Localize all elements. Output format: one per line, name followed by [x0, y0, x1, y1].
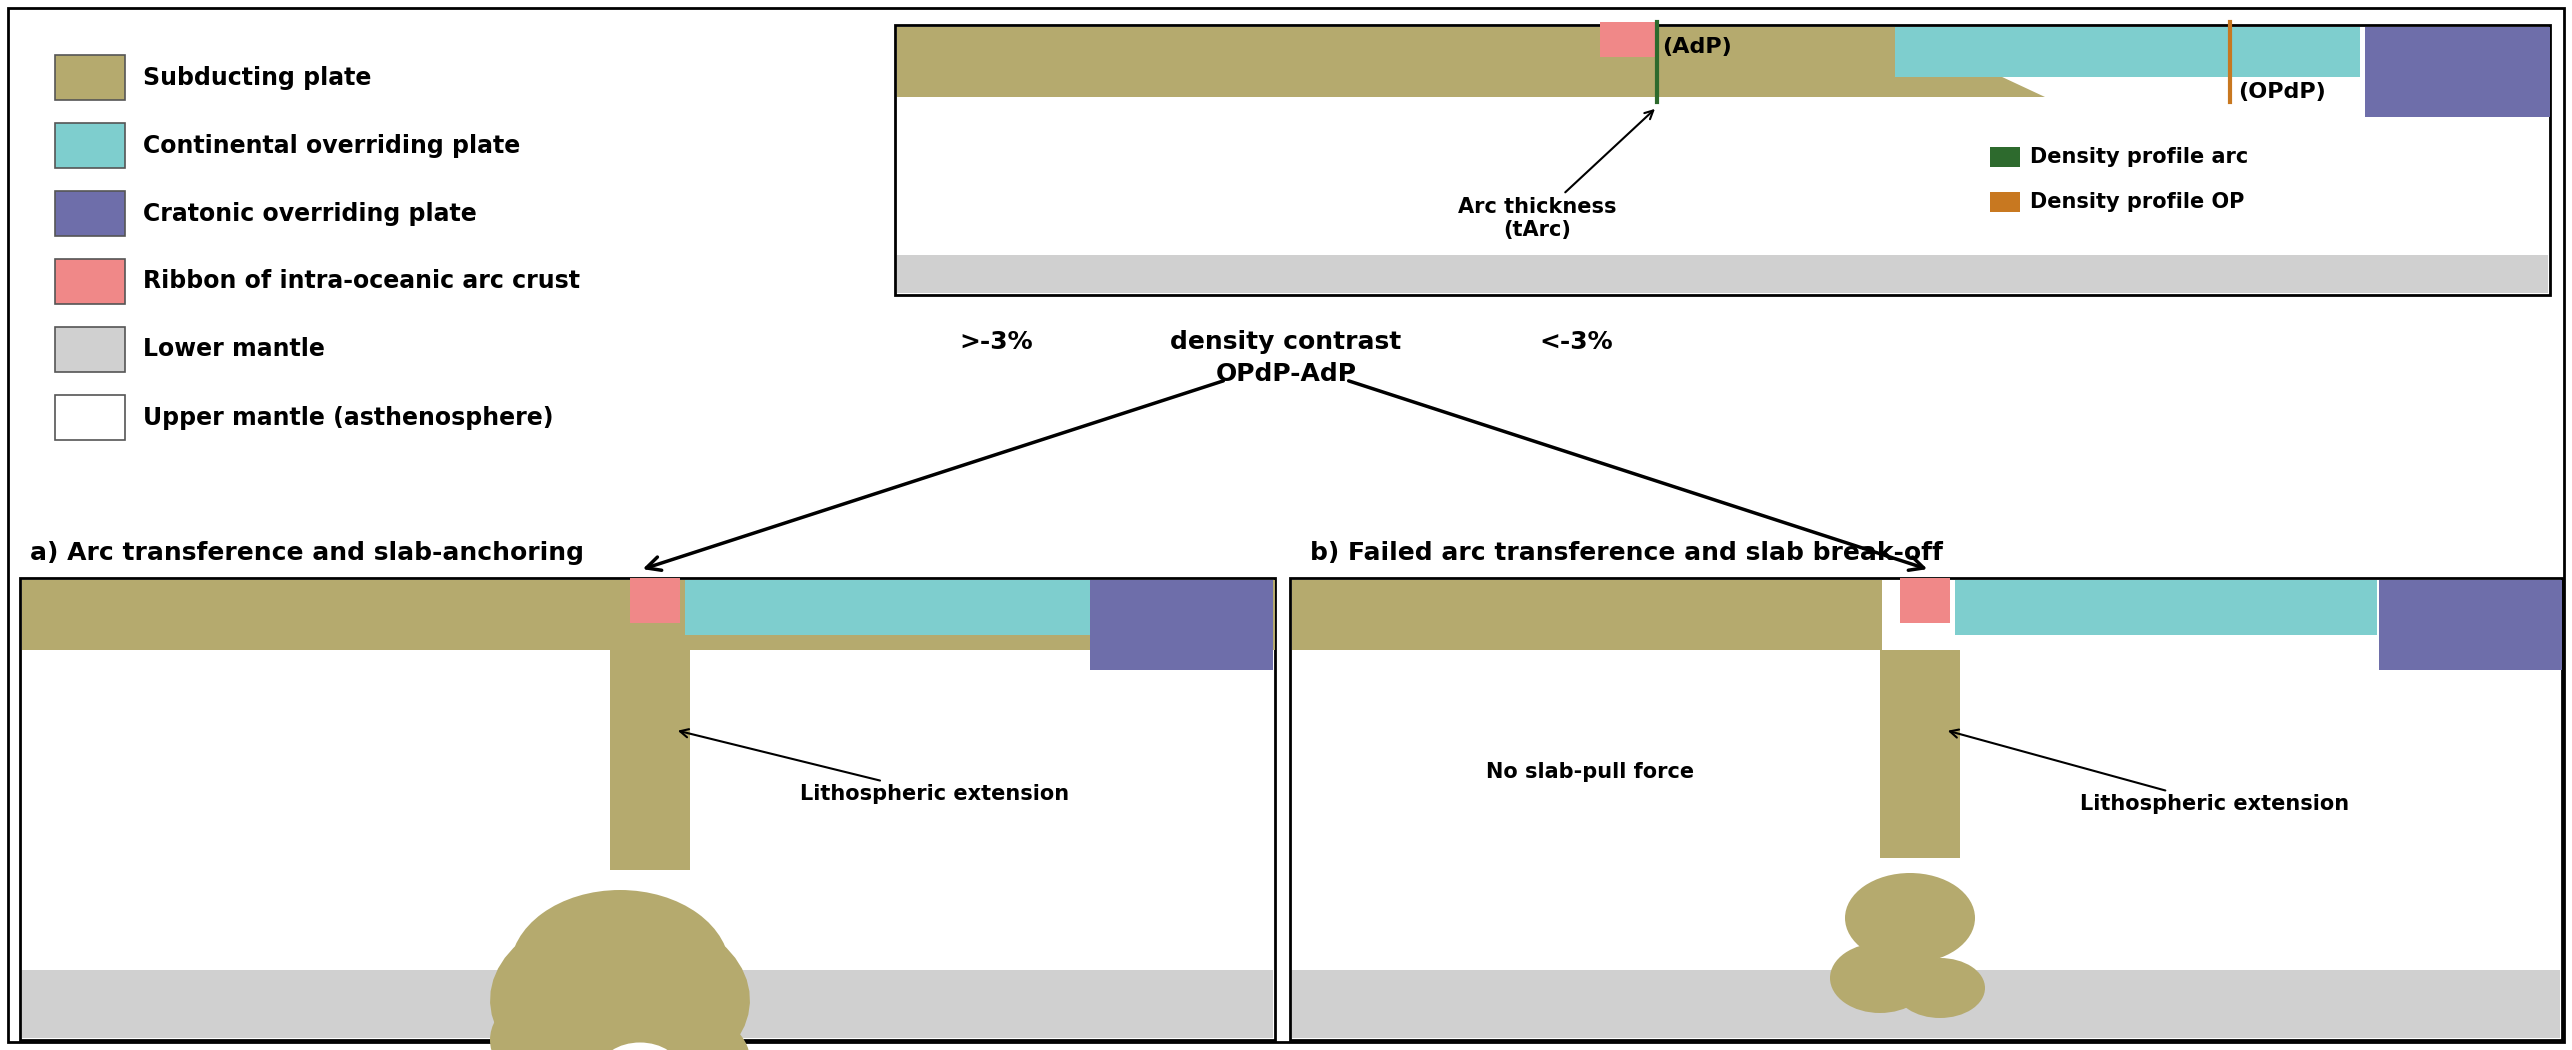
- Bar: [23, 970, 1273, 1038]
- Ellipse shape: [1896, 958, 1986, 1018]
- Text: Lithospheric extension: Lithospheric extension: [1950, 730, 2348, 814]
- Text: Arc thickness
(tArc): Arc thickness (tArc): [1458, 110, 1654, 240]
- Ellipse shape: [509, 890, 730, 1050]
- Text: Subducting plate: Subducting plate: [144, 65, 370, 89]
- Bar: [54, 191, 126, 236]
- Bar: [684, 580, 1091, 635]
- Polygon shape: [491, 909, 751, 1050]
- Bar: [54, 327, 126, 372]
- Bar: [21, 578, 1276, 1040]
- Text: Density profile arc: Density profile arc: [2029, 147, 2248, 167]
- Ellipse shape: [1831, 943, 1929, 1013]
- Ellipse shape: [599, 1043, 679, 1050]
- Text: OPdP-AdP: OPdP-AdP: [1217, 362, 1355, 386]
- Text: Ribbon of intra-oceanic arc crust: Ribbon of intra-oceanic arc crust: [144, 270, 581, 294]
- Text: (OPdP): (OPdP): [2238, 82, 2325, 102]
- Ellipse shape: [1844, 873, 1975, 963]
- Bar: [1880, 650, 1960, 858]
- Text: No slab-pull force: No slab-pull force: [1487, 762, 1695, 782]
- Bar: [1991, 147, 2019, 167]
- Text: Density profile OP: Density profile OP: [2029, 192, 2245, 212]
- Bar: [450, 580, 1276, 650]
- Bar: [23, 580, 612, 650]
- Text: Continental overriding plate: Continental overriding plate: [144, 133, 520, 158]
- Bar: [1091, 580, 1273, 670]
- Text: b) Failed arc transference and slab break-off: b) Failed arc transference and slab brea…: [1309, 541, 1942, 565]
- Bar: [2366, 27, 2549, 117]
- Bar: [898, 27, 1595, 97]
- Text: a) Arc transference and slab-anchoring: a) Arc transference and slab-anchoring: [31, 541, 584, 565]
- Bar: [1901, 578, 1950, 623]
- Bar: [1291, 578, 2562, 1040]
- Text: >-3%: >-3%: [959, 330, 1034, 354]
- Bar: [1991, 192, 2019, 212]
- Bar: [898, 255, 2549, 293]
- Bar: [54, 395, 126, 440]
- Bar: [2379, 580, 2562, 670]
- Bar: [54, 259, 126, 304]
- Text: (AdP): (AdP): [1662, 37, 1731, 57]
- Polygon shape: [1595, 27, 1896, 97]
- Bar: [1291, 970, 2559, 1038]
- Bar: [1291, 580, 1883, 650]
- Ellipse shape: [610, 1010, 751, 1050]
- Text: Lower mantle: Lower mantle: [144, 337, 324, 361]
- Polygon shape: [1896, 27, 2045, 97]
- Bar: [1896, 27, 2361, 77]
- Text: <-3%: <-3%: [1538, 330, 1613, 354]
- Bar: [1600, 22, 1654, 57]
- Bar: [1955, 580, 2377, 635]
- Bar: [54, 55, 126, 100]
- Ellipse shape: [491, 985, 651, 1050]
- Bar: [630, 578, 679, 623]
- Bar: [895, 25, 2549, 295]
- Text: density contrast: density contrast: [1170, 330, 1402, 354]
- Text: Lithospheric extension: Lithospheric extension: [679, 729, 1070, 804]
- Text: Cratonic overriding plate: Cratonic overriding plate: [144, 202, 476, 226]
- Bar: [610, 650, 689, 870]
- Bar: [54, 123, 126, 168]
- Text: Upper mantle (asthenosphere): Upper mantle (asthenosphere): [144, 405, 553, 429]
